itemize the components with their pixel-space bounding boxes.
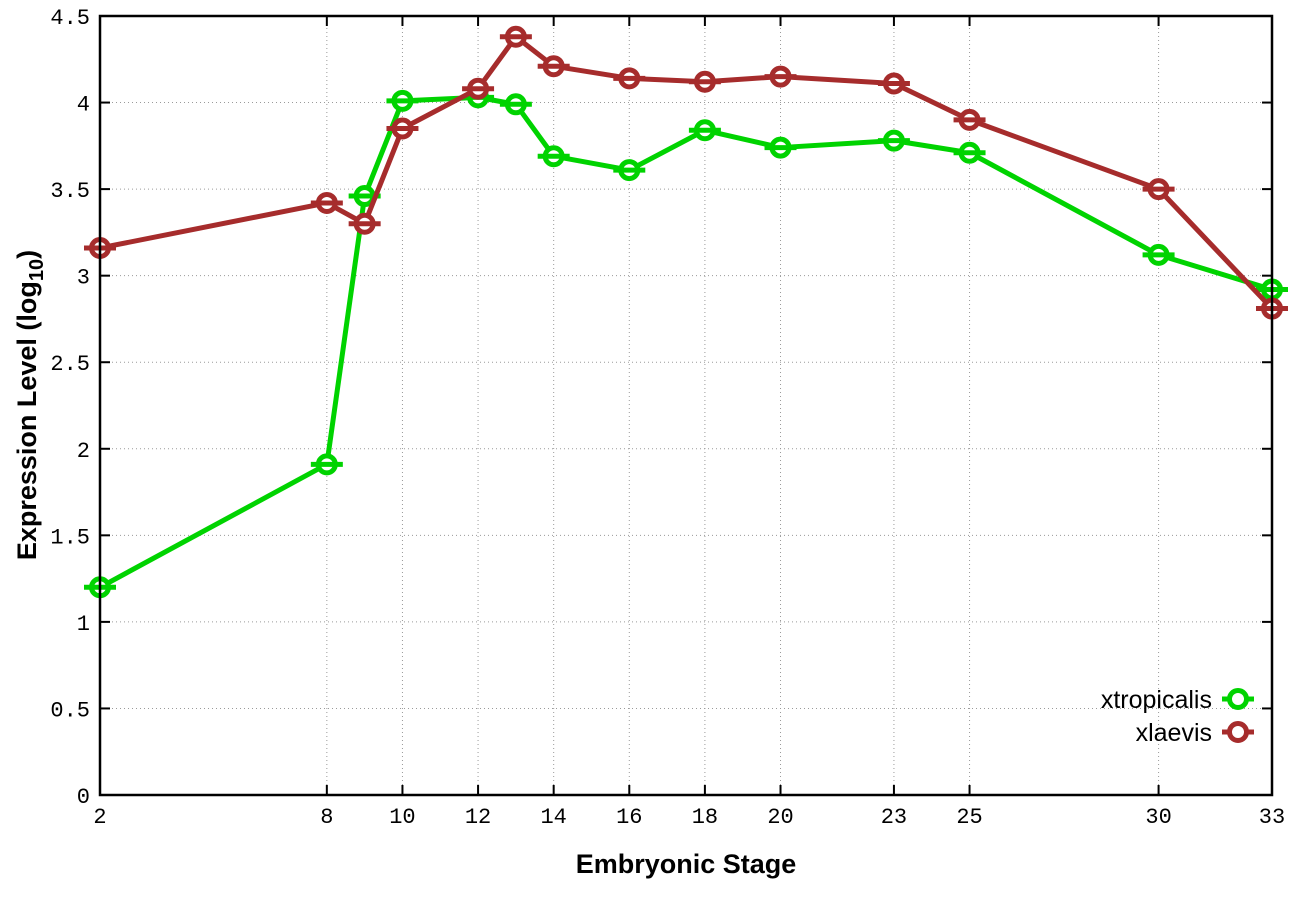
y-tick-label: 0.5: [50, 698, 90, 723]
y-axis-label-main: Expression Level (log: [12, 281, 42, 560]
x-tick-label: 16: [616, 805, 642, 830]
x-tick-label: 10: [389, 805, 415, 830]
tick-marks: [99, 15, 1273, 796]
y-tick-label: 2: [77, 439, 90, 464]
legend-item-xlaevis: xlaevis: [1136, 719, 1254, 747]
y-tick-label: 1.5: [50, 525, 90, 550]
x-tick-label: 20: [767, 805, 793, 830]
y-axis-label: Expression Level (log10): [12, 250, 48, 560]
x-tick-label: 25: [956, 805, 982, 830]
x-tick-label: 30: [1145, 805, 1171, 830]
y-axis-label-subscript: 10: [26, 259, 48, 281]
y-tick-label: 4.5: [50, 6, 90, 31]
series-xlaevis: [84, 25, 1288, 320]
series-line-xlaevis: [97, 34, 1275, 312]
y-tick-label: 0: [77, 785, 90, 810]
y-tick-label: 4: [77, 93, 90, 118]
grid: [99, 15, 1273, 796]
y-tick-label: 3.5: [50, 179, 90, 204]
x-tick-label: 12: [465, 805, 491, 830]
x-tick-label: 14: [540, 805, 566, 830]
legend-marker-xlaevis: [1227, 721, 1249, 743]
legend-marker-xtropicalis: [1227, 688, 1249, 710]
y-axis-label-close: ): [12, 250, 42, 259]
series-line-xtropicalis: [97, 94, 1275, 590]
x-tick-label: 23: [881, 805, 907, 830]
x-tick-label: 18: [692, 805, 718, 830]
x-tick-label: 33: [1259, 805, 1285, 830]
x-axis-label: Embryonic Stage: [575, 849, 797, 879]
x-tick-label: 8: [320, 805, 333, 830]
series-xtropicalis: [84, 86, 1288, 599]
legend-label-xlaevis: xlaevis: [1136, 719, 1212, 747]
legend-label-xtropicalis: xtropicalis: [1101, 686, 1212, 714]
plot-border: [98, 14, 1274, 797]
legend: xtropicalis xlaevis: [1101, 686, 1254, 747]
y-tick-label: 3: [77, 266, 90, 291]
x-tick-label: 2: [93, 805, 106, 830]
y-tick-label: 1: [77, 612, 90, 637]
y-tick-label: 2.5: [50, 352, 90, 377]
legend-item-xtropicalis: xtropicalis: [1101, 686, 1254, 714]
